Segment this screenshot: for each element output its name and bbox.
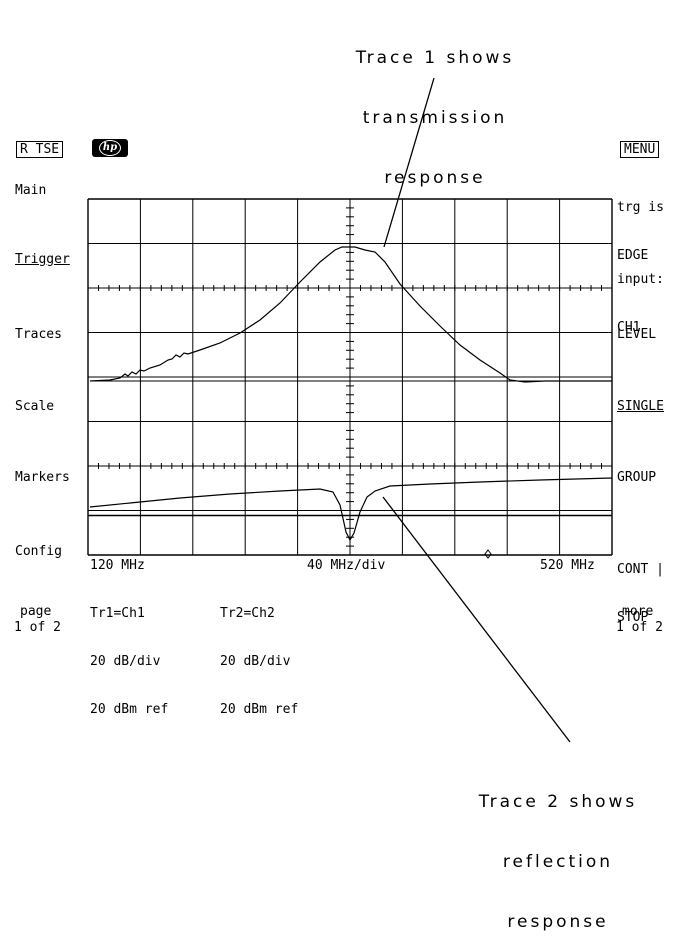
softkey-input-line1: input: — [617, 272, 664, 287]
softkey-main[interactable]: Main — [15, 183, 47, 198]
softkey-scale[interactable]: Scale — [15, 399, 55, 414]
trace2-ref: 20 dBm ref — [220, 702, 299, 717]
trace1-info: Tr1=Ch1 20 dB/div 20 dBm ref — [90, 574, 168, 734]
trace1-callout-line2: transmission — [362, 108, 508, 128]
trace1-callout-line1: Trace 1 shows — [355, 48, 515, 68]
softkey-markers[interactable]: Markers — [15, 470, 70, 485]
softkey-trigger-type-line2: EDGE — [617, 248, 649, 263]
trace1-name: Tr1=Ch1 — [90, 606, 145, 621]
softkey-cont-stop[interactable]: CONT | STOP — [617, 530, 664, 642]
hp-logo-icon: hp — [92, 139, 128, 157]
softkey-traces[interactable]: Traces — [15, 327, 62, 342]
softkey-config[interactable]: Config — [15, 544, 62, 559]
menu-button[interactable]: MENU — [620, 141, 660, 158]
display-graphics — [87, 77, 613, 743]
trace1-ref: 20 dBm ref — [90, 702, 169, 717]
trace2-info: Tr2=Ch2 20 dB/div 20 dBm ref — [220, 574, 298, 734]
trace1-callout: Trace 1 shows transmission response — [300, 8, 570, 208]
frequency-scale: 40 MHz/div — [307, 558, 386, 573]
trace1-scale: 20 dB/div — [90, 654, 161, 669]
more-indicator[interactable]: 1 of 2 — [616, 620, 663, 635]
softkey-trigger-type[interactable]: trg is EDGE — [617, 168, 664, 280]
softkey-trigger[interactable]: Trigger — [15, 252, 70, 267]
trace2-callout-line3: response — [507, 912, 609, 932]
more-label: more — [622, 604, 654, 619]
trace2-callout-leader — [382, 496, 571, 743]
softkey-cont-stop-line2: STOP — [617, 610, 649, 625]
stop-frequency: 520 MHz — [540, 558, 595, 573]
trace1-callout-line3: response — [384, 168, 486, 188]
softkey-trigger-type-line1: trg is — [617, 200, 664, 215]
trace1-callout-leader — [383, 77, 435, 248]
marker-diamond-icon — [484, 549, 492, 559]
softkey-group[interactable]: GROUP — [617, 470, 657, 485]
page-label: page — [20, 604, 52, 619]
trace2-reflection — [89, 477, 613, 542]
trace2-callout-line1: Trace 2 shows — [478, 792, 638, 812]
trace2-callout-line2: reflection — [502, 852, 614, 872]
trace1-transmission — [89, 246, 612, 383]
page-indicator[interactable]: 1 of 2 — [14, 620, 61, 635]
softkey-input-line2: CH1 — [617, 320, 641, 335]
softkey-single[interactable]: SINGLE — [617, 399, 664, 414]
graticule — [87, 198, 613, 556]
softkey-level[interactable]: LEVEL — [617, 327, 657, 342]
trace2-name: Tr2=Ch2 — [220, 606, 275, 621]
softkey-input[interactable]: input: CH1 — [617, 240, 664, 352]
softkey-cont-stop-line1: CONT | — [617, 562, 664, 577]
mode-indicator-box: R TSE — [16, 141, 64, 158]
trace2-scale: 20 dB/div — [220, 654, 291, 669]
start-frequency: 120 MHz — [90, 558, 145, 573]
